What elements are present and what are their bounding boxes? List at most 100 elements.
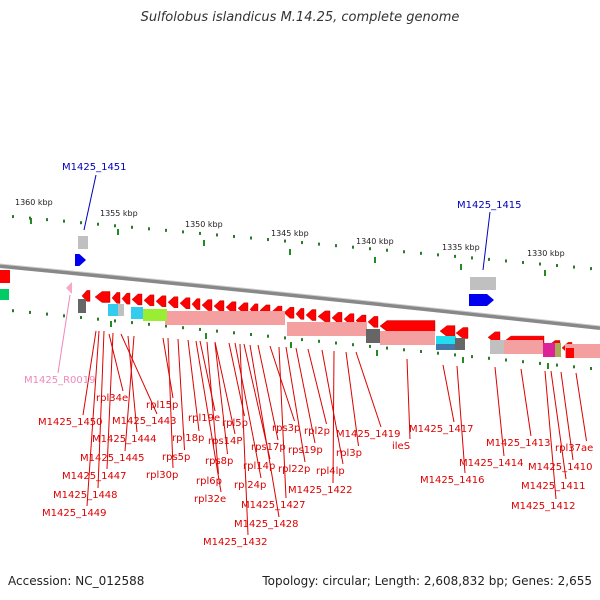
domain-block[interactable] bbox=[366, 329, 380, 343]
gene-arrow[interactable] bbox=[439, 325, 456, 337]
gene-label[interactable]: M1425_1419 bbox=[336, 429, 401, 440]
gene-arrow[interactable] bbox=[191, 298, 201, 310]
domain-block[interactable] bbox=[78, 299, 86, 313]
gene-arrow[interactable] bbox=[167, 296, 179, 308]
gene-arrow[interactable] bbox=[317, 310, 331, 323]
gene-label[interactable]: M1425_1416 bbox=[420, 475, 485, 486]
highlighted-gene-box[interactable] bbox=[470, 277, 496, 290]
gene-label[interactable]: rpl6p bbox=[196, 476, 222, 487]
minor-tick bbox=[29, 216, 31, 220]
domain-block[interactable] bbox=[131, 307, 143, 319]
gene-arrow[interactable] bbox=[131, 293, 143, 306]
gene-label[interactable]: rpl24p bbox=[234, 480, 266, 491]
gene-label[interactable]: M1425_1450 bbox=[38, 417, 103, 428]
annotation-bar[interactable] bbox=[165, 311, 285, 325]
domain-block[interactable] bbox=[566, 348, 574, 358]
minor-tick bbox=[114, 224, 116, 228]
gene-arrow[interactable] bbox=[75, 254, 86, 266]
gene-arrow[interactable] bbox=[201, 299, 213, 311]
gene-label[interactable]: rpl3p bbox=[336, 448, 362, 459]
domain-block[interactable] bbox=[108, 304, 118, 316]
domain-block[interactable] bbox=[455, 338, 465, 350]
gene-label[interactable]: rps14P bbox=[208, 436, 242, 447]
domain-block[interactable] bbox=[555, 343, 561, 357]
gene-label[interactable]: M1425_1448 bbox=[53, 490, 118, 501]
domain-block[interactable] bbox=[143, 309, 167, 321]
highlighted-gene-box[interactable] bbox=[78, 236, 88, 249]
domain-block[interactable] bbox=[436, 336, 456, 344]
annotation-bar[interactable] bbox=[503, 340, 543, 354]
gene-label[interactable]: rpl2p bbox=[304, 426, 330, 437]
gene-label[interactable]: M1425_1412 bbox=[511, 501, 576, 512]
gene-arrow[interactable] bbox=[455, 327, 469, 339]
gene-label[interactable]: M1425_1445 bbox=[80, 453, 145, 464]
gene-arrow[interactable] bbox=[469, 294, 494, 306]
gene-label[interactable]: rpl37ae bbox=[555, 443, 593, 454]
gene-arrow[interactable] bbox=[155, 295, 167, 307]
gene-label[interactable]: M1425_1443 bbox=[112, 416, 177, 427]
gene-label[interactable]: M1425_1451 bbox=[62, 162, 127, 173]
domain-block[interactable] bbox=[118, 304, 124, 316]
gene-label[interactable]: rpl19e bbox=[188, 413, 220, 424]
leader-line bbox=[550, 370, 567, 480]
gene-label[interactable]: rpl30p bbox=[146, 470, 178, 481]
gene-label[interactable]: rpl4lp bbox=[316, 466, 345, 477]
gene-arrow[interactable] bbox=[379, 320, 436, 332]
gene-label[interactable]: rpl15p bbox=[146, 400, 178, 411]
minor-tick bbox=[505, 358, 507, 362]
annotation-bar[interactable] bbox=[380, 331, 435, 345]
rna-gene-marker[interactable] bbox=[66, 282, 72, 294]
gene-label[interactable]: ileS bbox=[392, 441, 410, 452]
minor-tick bbox=[437, 253, 439, 257]
gene-label[interactable]: rps8p bbox=[205, 456, 233, 467]
domain-block[interactable] bbox=[490, 340, 504, 354]
domain-block[interactable] bbox=[543, 343, 555, 357]
gene-arrow[interactable] bbox=[295, 308, 305, 320]
gene-label[interactable]: M1425_1413 bbox=[486, 438, 551, 449]
gene-arrow[interactable] bbox=[94, 291, 111, 303]
minor-tick bbox=[97, 222, 99, 226]
gene-label[interactable]: rps19p bbox=[288, 445, 323, 456]
gene-label[interactable]: rpl14p bbox=[243, 461, 275, 472]
domain-block[interactable] bbox=[436, 344, 456, 350]
annotation-bar[interactable] bbox=[287, 322, 367, 336]
gene-label[interactable]: M1425_1444 bbox=[92, 434, 157, 445]
gene-label[interactable]: M1425_1422 bbox=[288, 485, 353, 496]
gene-label[interactable]: rpl22p bbox=[278, 464, 310, 475]
gene-arrow[interactable] bbox=[121, 292, 131, 305]
minor-tick bbox=[63, 219, 65, 223]
gene-arrow[interactable] bbox=[367, 316, 379, 328]
gene-arrow[interactable] bbox=[179, 297, 191, 309]
gene-label[interactable]: M1425_1428 bbox=[234, 519, 299, 530]
gene-label[interactable]: M1425_1447 bbox=[62, 471, 127, 482]
gene-label[interactable]: rpl32e bbox=[194, 494, 226, 505]
gene-label[interactable]: rpl5p bbox=[222, 418, 248, 429]
gene-arrow[interactable] bbox=[305, 309, 317, 321]
gene-label[interactable]: M1425_1417 bbox=[409, 424, 474, 435]
gene-label[interactable]: rpl34e bbox=[96, 393, 128, 404]
gene-label[interactable]: M1425_1449 bbox=[42, 508, 107, 519]
gene-arrow[interactable] bbox=[143, 294, 155, 307]
gene-block[interactable] bbox=[0, 270, 10, 283]
gene-label[interactable]: M1425_1411 bbox=[521, 481, 586, 492]
minor-tick bbox=[471, 355, 473, 359]
gene-label[interactable]: M1425_1410 bbox=[528, 462, 593, 473]
minor-tick bbox=[369, 247, 371, 251]
gene-arrow[interactable] bbox=[213, 300, 225, 312]
gene-label[interactable]: rps17p bbox=[251, 442, 286, 453]
genome-map[interactable]: 1360 kbp 1355 kbp 1350 kbp 1345 kbp 1340 kbp… bbox=[0, 0, 600, 570]
gene-label[interactable]: rps3p bbox=[272, 423, 300, 434]
gene-block[interactable] bbox=[0, 289, 9, 300]
leader-line bbox=[167, 337, 174, 469]
gene-arrow[interactable] bbox=[111, 292, 121, 304]
gene-label[interactable]: M1425_1414 bbox=[459, 458, 524, 469]
gene-label[interactable]: rpl18p bbox=[172, 433, 204, 444]
gene-label[interactable]: M1425_1427 bbox=[241, 500, 306, 511]
gene-label[interactable]: M1425_R0019 bbox=[24, 375, 95, 386]
gene-arrow[interactable] bbox=[331, 312, 343, 324]
gene-label[interactable]: M1425_1415 bbox=[457, 200, 522, 211]
minor-tick bbox=[131, 225, 133, 229]
gene-arrow[interactable] bbox=[283, 307, 295, 319]
gene-label[interactable]: rps5p bbox=[162, 452, 190, 463]
gene-label[interactable]: M1425_1432 bbox=[203, 537, 268, 548]
